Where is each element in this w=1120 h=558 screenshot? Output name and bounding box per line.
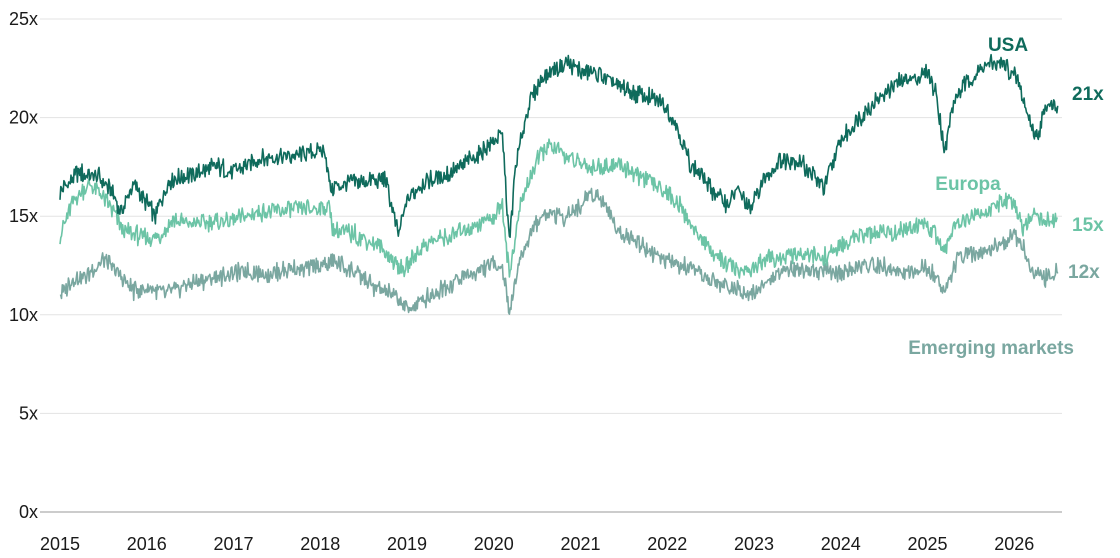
y-tick-label: 0x <box>19 502 38 522</box>
series-lines <box>59 53 1059 316</box>
x-tick-label: 2018 <box>300 534 340 554</box>
series-name-label: Emerging markets <box>908 338 1074 359</box>
series-line-europa <box>59 138 1058 279</box>
x-tick-label: 2023 <box>734 534 774 554</box>
y-tick-label: 20x <box>9 108 38 128</box>
x-tick-label: 2021 <box>560 534 600 554</box>
x-tick-label: 2020 <box>474 534 514 554</box>
x-tick-label: 2024 <box>821 534 861 554</box>
y-axis-ticks: 0x 5x 10x 15x 20x 25x <box>9 9 38 522</box>
series-name-label: USA <box>988 35 1028 56</box>
series-labels: USA 21x Europa 15x Emerging markets 12x <box>908 35 1104 359</box>
x-tick-label: 2026 <box>994 534 1034 554</box>
x-tick-label: 2022 <box>647 534 687 554</box>
series-end-value-label: 15x <box>1072 215 1104 236</box>
series-end-value-label: 12x <box>1068 262 1100 283</box>
y-tick-label: 5x <box>19 403 38 423</box>
series-end-value-label: 21x <box>1072 84 1104 105</box>
x-tick-label: 2025 <box>908 534 948 554</box>
x-tick-label: 2016 <box>127 534 167 554</box>
series-name-label: Europa <box>935 174 1001 195</box>
x-tick-label: 2015 <box>40 534 80 554</box>
x-axis-ticks: 2015 2016 2017 2018 2019 2020 2021 2022 2023 2024… <box>40 534 1034 554</box>
series-line-emerging-markets <box>59 187 1059 316</box>
y-tick-label: 25x <box>9 9 38 29</box>
y-tick-label: 15x <box>9 206 38 226</box>
y-tick-label: 10x <box>9 305 38 325</box>
x-tick-label: 2017 <box>213 534 253 554</box>
x-tick-label: 2019 <box>387 534 427 554</box>
series-line-usa <box>59 53 1059 238</box>
